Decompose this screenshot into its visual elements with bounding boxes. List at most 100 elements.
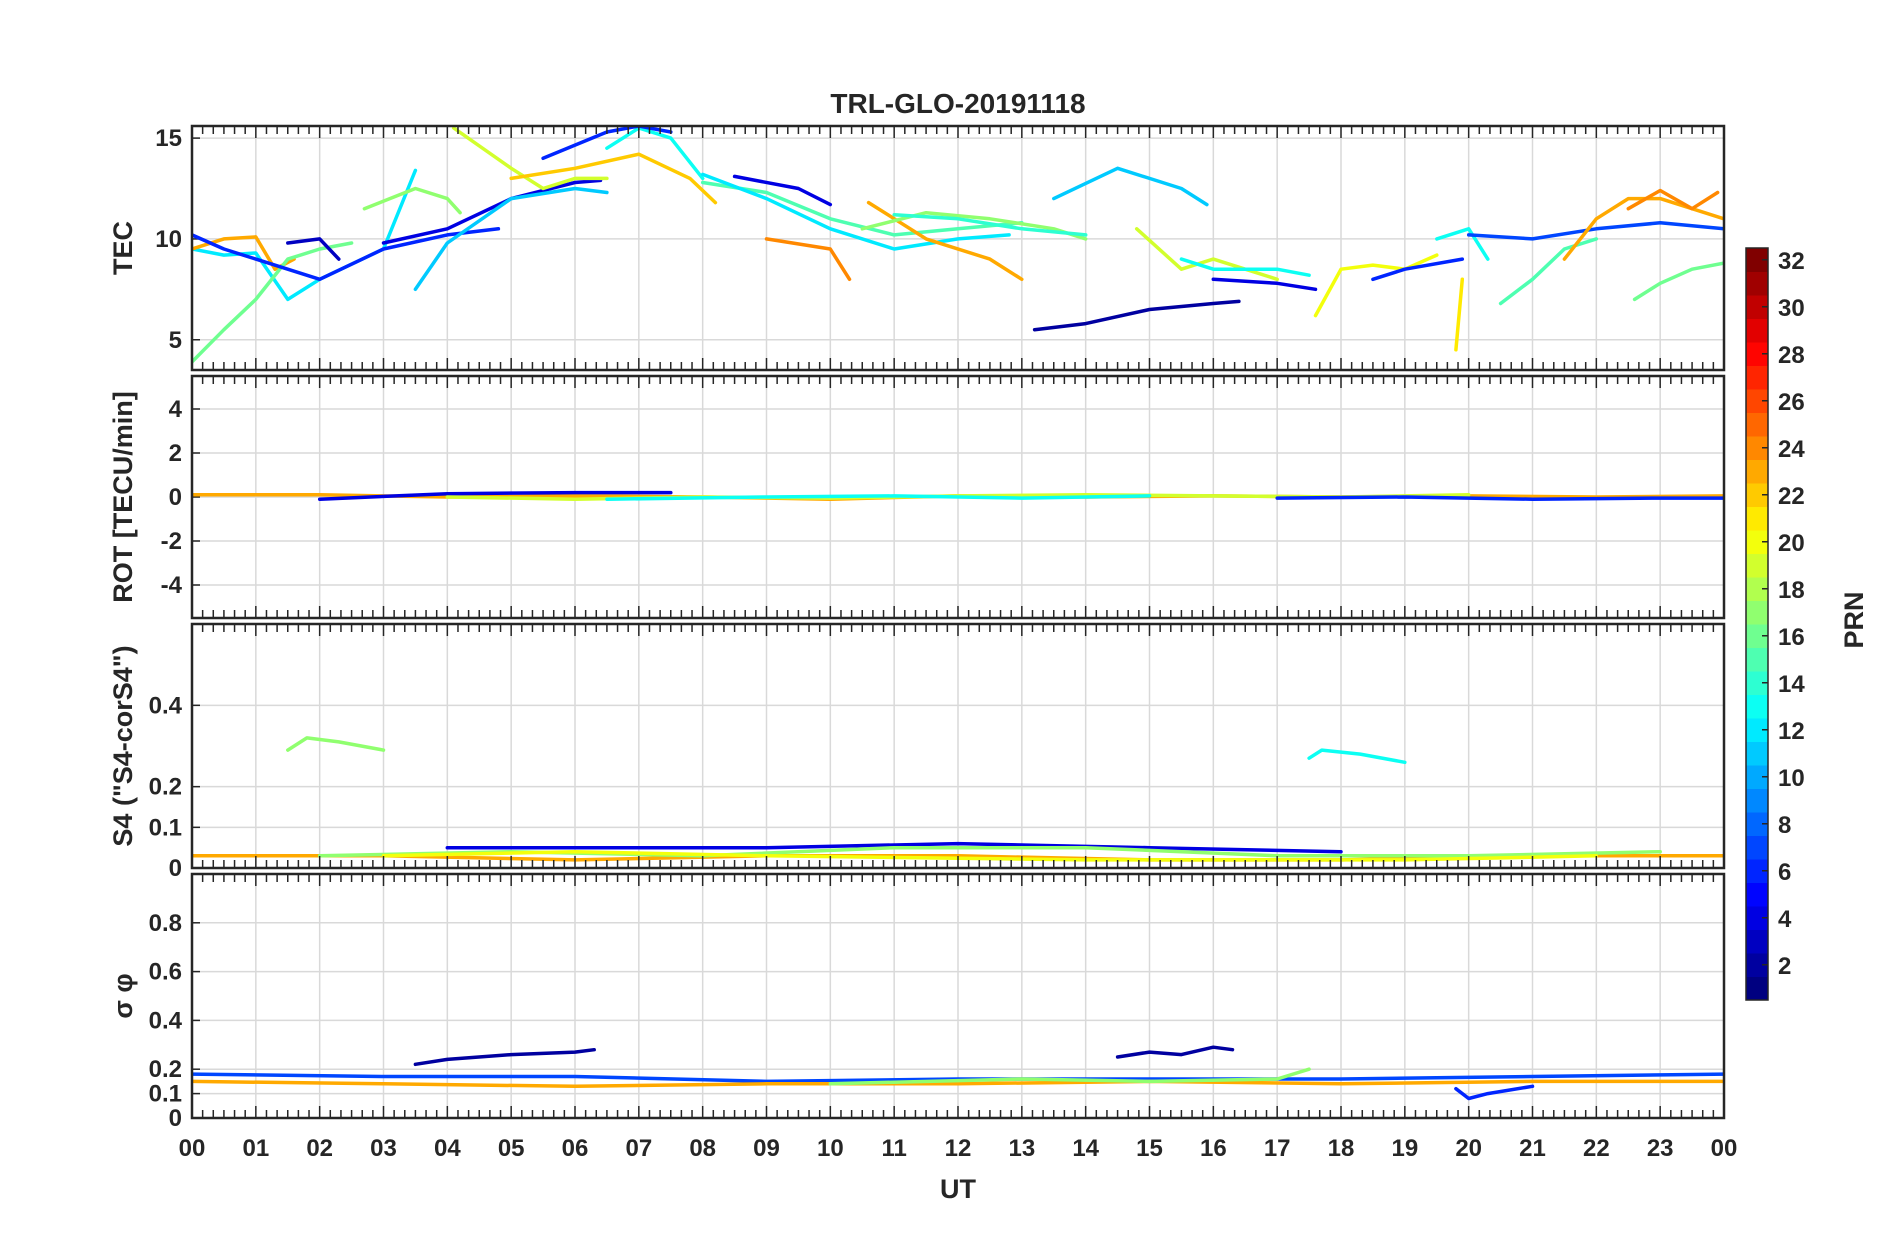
colorbar-segment (1746, 412, 1768, 437)
x-axis-label: UT (940, 1174, 976, 1204)
colorbar-segment (1746, 859, 1768, 883)
series-line-prn-20 (381, 849, 1599, 862)
series-line-prn-19 (451, 126, 609, 191)
series-line-prn-2 (1032, 299, 1241, 332)
x-tick-label: 05 (498, 1135, 525, 1162)
x-tick-label: 10 (817, 1135, 844, 1162)
colorbar-tick-label: 16 (1778, 624, 1805, 651)
y-tick-label: 2 (169, 440, 182, 467)
colorbar-tick-label: 22 (1778, 483, 1805, 510)
x-tick-label: 03 (370, 1135, 397, 1162)
colorbar-segment (1746, 577, 1768, 601)
colorbar-tick-label: 12 (1778, 718, 1805, 745)
panel-frame (190, 622, 1726, 870)
x-tick-label: 06 (562, 1135, 589, 1162)
series-line-prn-13 (1435, 227, 1490, 261)
series-line-prn-6 (541, 126, 673, 161)
x-tick-label: 00 (1711, 1135, 1738, 1162)
colorbar-frame (1745, 247, 1769, 1001)
colorbar-segment (1746, 624, 1768, 648)
x-tick-label: 16 (1200, 1135, 1227, 1162)
colorbar-segment (1746, 741, 1768, 766)
x-tick-label: 21 (1519, 1135, 1546, 1162)
colorbar-segment (1746, 929, 1768, 954)
colorbar-segment (1746, 530, 1768, 554)
series-line-prn-6 (1454, 1084, 1535, 1101)
series-line-prn-11 (413, 186, 609, 292)
x-tick-label: 07 (625, 1135, 652, 1162)
series-line-prn-24 (764, 237, 852, 282)
x-axis-ticks: 00 01 02 03 04 05 06 07 08 09 10 11 12 13 14 15 16 17 18 19… (179, 1135, 1738, 1162)
colorbar-tick-label: 24 (1778, 436, 1805, 463)
panel-frame (190, 374, 1726, 620)
x-tick-label: 09 (753, 1135, 780, 1162)
x-tick-label: 15 (1136, 1135, 1163, 1162)
y-tick-label: 0.4 (149, 1007, 183, 1034)
colorbar-tick-label: 10 (1778, 765, 1805, 792)
x-tick-label: 23 (1647, 1135, 1674, 1162)
colorbar-tick-label: 18 (1778, 577, 1805, 604)
y-tick-label: 0 (169, 484, 182, 511)
series-line-prn-17 (362, 186, 462, 215)
series-line-prn-17 (828, 1067, 1311, 1086)
y-tick-label: 5 (169, 327, 182, 354)
x-tick-label: 22 (1583, 1135, 1610, 1162)
colorbar-segment (1746, 248, 1768, 272)
colorbar-segment (1746, 483, 1768, 507)
y-tick-label: 0 (169, 1105, 182, 1132)
y-axis-label-ROT: ROT [TECU/min] (108, 391, 138, 602)
colorbar-segment (1746, 718, 1768, 742)
colorbar-segment (1746, 976, 1768, 1001)
x-tick-label: 18 (1328, 1135, 1355, 1162)
y-tick-label: 0.8 (149, 910, 182, 937)
colorbar-segment (1746, 765, 1768, 789)
series-line-prn-4 (445, 841, 1343, 854)
colorbar-segment (1746, 459, 1768, 484)
panel-S4: 0 0.1 0.2 0.4 S4 ("S4-corS4") (108, 622, 1726, 882)
colorbar-tick-label: 28 (1778, 342, 1805, 369)
colorbar-segment (1746, 295, 1768, 319)
x-tick-label: 11 (881, 1135, 906, 1162)
series-line-prn-7 (1466, 221, 1724, 241)
y-tick-label: 15 (155, 125, 182, 152)
chart-title: TRL-GLO-20191118 (830, 88, 1085, 119)
y-axis-label-TEC: TEC (108, 221, 138, 275)
colorbar-segment (1746, 835, 1768, 860)
y-tick-label: -2 (161, 528, 182, 555)
y-tick-label: 0.4 (149, 692, 183, 719)
y-tick-label: 0 (169, 855, 182, 882)
series-group (192, 126, 1724, 364)
colorbar-segment (1746, 506, 1768, 531)
colorbar-tick-label: 26 (1778, 389, 1805, 416)
colorbar-segment (1746, 365, 1768, 390)
x-tick-label: 17 (1264, 1135, 1291, 1162)
series-line-prn-6 (1275, 495, 1724, 501)
colorbar-segment (1746, 271, 1768, 296)
colorbar-segment (1746, 318, 1768, 343)
x-tick-label: 08 (689, 1135, 716, 1162)
series-line-prn-24 (1626, 188, 1720, 211)
y-tick-label: 0.2 (149, 774, 182, 801)
series-group (192, 1045, 1724, 1101)
panel-frame (190, 872, 1726, 1120)
y-tick-label: -4 (161, 572, 183, 599)
series-line-prn-22 (509, 152, 718, 205)
colorbar-tick-label: 2 (1778, 953, 1791, 980)
colorbar-tick-label: 20 (1778, 530, 1805, 557)
panel-TEC: 5 10 15 TEC (108, 124, 1726, 372)
series-line-prn-4 (317, 490, 673, 501)
series-line-prn-6 (192, 227, 501, 282)
panel-ROT: -4 -2 0 2 4 ROT [TECU/min] (108, 374, 1726, 620)
series-line-prn-13 (605, 494, 1152, 501)
series-line-prn-16 (1632, 261, 1724, 302)
series-line-prn-13 (605, 126, 705, 181)
colorbar-tick-label: 30 (1778, 295, 1805, 322)
colorbar-segment (1746, 788, 1768, 813)
panel-frame (190, 124, 1726, 372)
series-line-prn-15 (1498, 237, 1599, 306)
colorbar-segment (1746, 694, 1768, 719)
series-line-prn-14 (892, 212, 1088, 237)
series-line-prn-19 (1134, 227, 1279, 282)
